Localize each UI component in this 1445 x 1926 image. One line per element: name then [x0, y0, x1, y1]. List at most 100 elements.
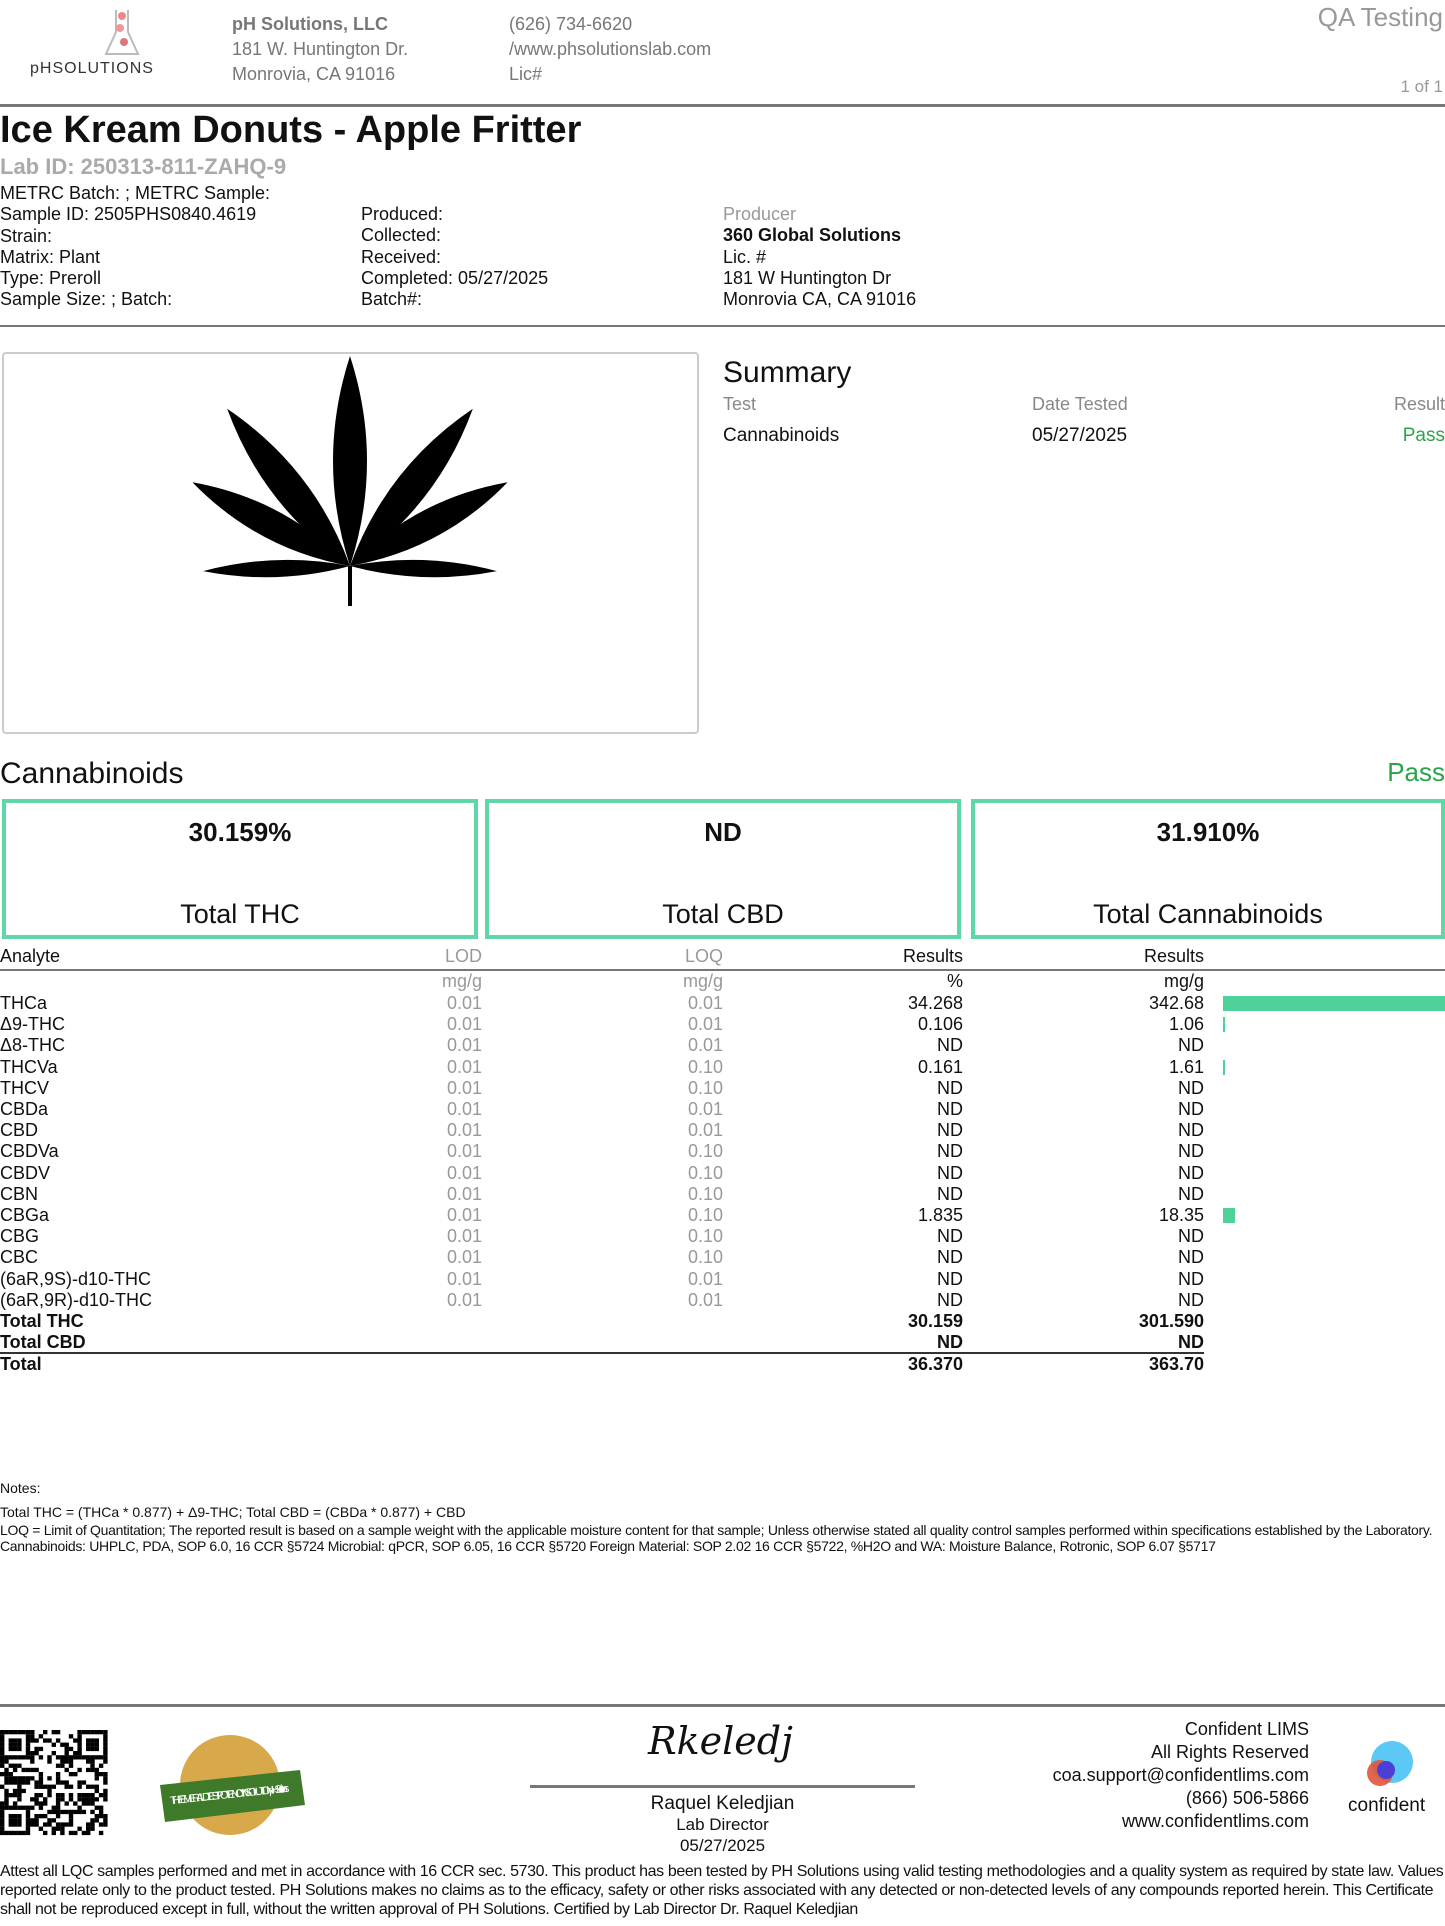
header-lod: LOD — [444, 946, 482, 966]
header-results-pct: Results — [902, 946, 963, 966]
analyte-name: CBD — [0, 1120, 39, 1141]
result-mgg: ND — [1178, 1120, 1204, 1141]
signature: Rkeledj — [648, 1719, 793, 1763]
total-mgg: 363.70 — [1148, 1354, 1204, 1374]
total-pct: ND — [937, 1332, 963, 1352]
analyte-name: CBC — [0, 1247, 39, 1268]
lims-rights: All Rights Reserved — [1150, 1742, 1309, 1762]
lod-value: 0.01 — [446, 1205, 482, 1225]
header-analyte: Analyte — [0, 946, 61, 966]
table-row: CBG 0.01 0.10 ND ND — [0, 1226, 1445, 1247]
info-matrix: Matrix: Plant — [0, 246, 101, 267]
header-results-mgg: Results — [1143, 946, 1204, 966]
total-cannabinoids-card: 31.910% Total Cannabinoids — [971, 799, 1445, 939]
page-number: 1 of 1 — [1400, 77, 1443, 96]
result-pct: 0.161 — [917, 1056, 963, 1077]
result-mgg: 1.61 — [1168, 1056, 1204, 1077]
confident-logo-icon — [1367, 1741, 1413, 1786]
sign-date: 05/27/2025 — [679, 1836, 766, 1855]
emerald-test-badge: THE EMERALD TEST · POTENCY IN SOLUTION ·… — [160, 1735, 305, 1835]
result-mgg: ND — [1178, 1268, 1204, 1289]
totals-divider — [0, 1352, 1204, 1354]
result-pct: ND — [937, 1099, 963, 1119]
result-pct: 1.835 — [917, 1205, 963, 1225]
lod-value: 0.01 — [446, 1247, 482, 1268]
total-cannabinoids-value: 31.910% — [1156, 817, 1260, 847]
summary-test: Cannabinoids — [723, 425, 840, 446]
info-metrc: METRC Batch: ; METRC Sample: — [0, 183, 271, 203]
table-row: THCa 0.01 0.01 34.268 342.68 — [0, 993, 1445, 1014]
lims-email[interactable]: coa.support@confidentlims.com — [1052, 1765, 1309, 1785]
table-row: THCVa 0.01 0.10 0.161 1.61 — [0, 1057, 1445, 1078]
info-produced: Produced: — [361, 204, 444, 224]
loq-value: 0.01 — [687, 1014, 723, 1035]
unit-lod: mg/g — [441, 971, 482, 991]
lims-name: Confident LIMS — [1184, 1719, 1309, 1739]
cannabinoids-status: Pass — [1387, 757, 1445, 787]
loq-value: 0.01 — [687, 993, 723, 1013]
analyte-name: THCa — [0, 993, 48, 1013]
summary-title: Summary — [723, 356, 852, 389]
analyte-name: CBDVa — [0, 1141, 59, 1162]
loq-value: 0.01 — [687, 1289, 723, 1310]
table-row: (6aR,9S)-d10-THC 0.01 0.01 ND ND — [0, 1269, 1445, 1290]
result-pct: ND — [937, 1183, 963, 1204]
table-row: THCV 0.01 0.10 ND ND — [0, 1078, 1445, 1099]
result-pct: 34.268 — [907, 993, 963, 1013]
lims-website[interactable]: www.confidentlims.com — [1121, 1811, 1309, 1831]
result-pct: ND — [937, 1247, 963, 1268]
flask-icon — [104, 10, 140, 55]
result-mgg: ND — [1178, 1141, 1204, 1162]
summary-header-date: Date Tested — [1032, 394, 1128, 414]
result-mgg: 342.68 — [1148, 993, 1204, 1013]
result-mgg: ND — [1178, 1035, 1204, 1056]
total-row: Total CBD ND ND — [0, 1332, 1445, 1353]
total-cbd-label: Total CBD — [662, 899, 784, 929]
info-type: Type: Preroll — [0, 268, 102, 289]
table-row: CBDa 0.01 0.01 ND ND — [0, 1099, 1445, 1120]
qr-code[interactable] — [0, 1730, 108, 1836]
analyte-name: CBN — [0, 1183, 39, 1204]
lod-value: 0.01 — [446, 1056, 482, 1077]
table-row: CBD 0.01 0.01 ND ND — [0, 1120, 1445, 1141]
info-batch: Batch#: — [361, 289, 423, 310]
analyte-name: Δ9-THC — [0, 1014, 66, 1035]
loq-value: 0.10 — [687, 1162, 723, 1183]
analyte-name: Δ8-THC — [0, 1035, 66, 1056]
result-mgg: 18.35 — [1158, 1205, 1204, 1225]
signer-name: Raquel Keledjian — [650, 1793, 795, 1814]
lod-value: 0.01 — [446, 1077, 482, 1098]
company-license: Lic# — [509, 64, 543, 84]
loq-value: 0.10 — [687, 1056, 723, 1077]
signer-title: Lab Director — [676, 1815, 769, 1834]
analyte-name: CBGa — [0, 1205, 50, 1225]
info-completed: Completed: 05/27/2025 — [361, 267, 549, 288]
loq-value: 0.01 — [687, 1035, 723, 1056]
result-mgg: ND — [1178, 1247, 1204, 1268]
lod-value: 0.01 — [446, 1289, 482, 1310]
info-sample-id: Sample ID: 2505PHS0840.4619 — [0, 204, 257, 225]
total-thc-label: Total THC — [180, 899, 300, 929]
total-thc-card: 30.159% Total THC — [2, 799, 478, 939]
result-pct: ND — [937, 1141, 963, 1162]
company-website[interactable]: /www.phsolutionslab.com — [509, 39, 712, 59]
lod-value: 0.01 — [446, 1035, 482, 1056]
loq-value: 0.10 — [687, 1247, 723, 1268]
total-cbd-value: ND — [704, 817, 742, 847]
producer-label: Producer — [723, 204, 797, 224]
signature-line — [530, 1785, 915, 1788]
producer-license: Lic. # — [723, 246, 767, 267]
result-mgg: ND — [1178, 1289, 1204, 1310]
lod-value: 0.01 — [446, 1014, 482, 1035]
result-mgg: ND — [1178, 1226, 1204, 1247]
producer-name: 360 Global Solutions — [723, 225, 902, 246]
lod-value: 0.01 — [446, 1141, 482, 1162]
loq-value: 0.10 — [687, 1077, 723, 1098]
result-mgg: ND — [1178, 1162, 1204, 1183]
result-mgg: 1.06 — [1168, 1014, 1204, 1035]
result-pct: ND — [937, 1035, 963, 1056]
total-row: Total 36.370 363.70 — [0, 1354, 1445, 1375]
analyte-name: (6aR,9R)-d10-THC — [0, 1289, 153, 1310]
logo-text: pHSOLUTIONS — [30, 60, 154, 77]
lod-value: 0.01 — [446, 1183, 482, 1204]
